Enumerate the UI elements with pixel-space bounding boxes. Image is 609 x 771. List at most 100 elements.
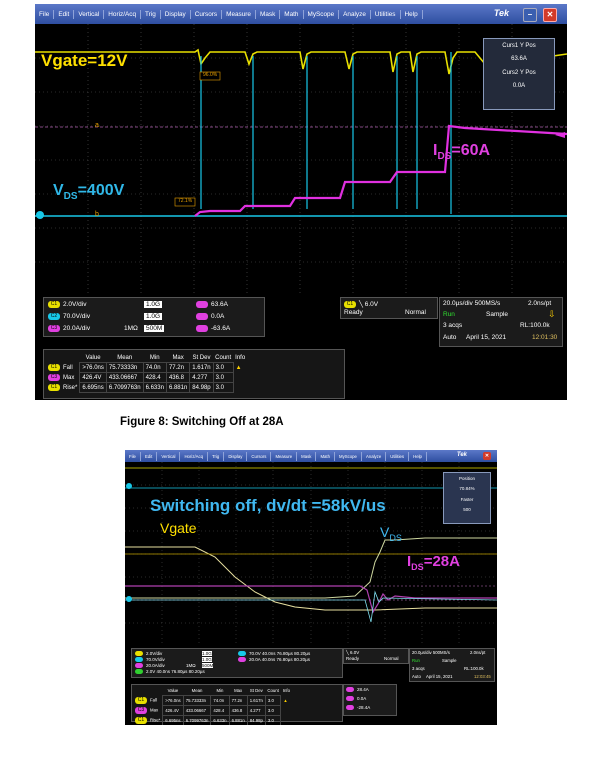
position-panel[interactable]: Position 70.84% Faster 500 [443,472,491,524]
menu-item-help[interactable]: Help [409,451,427,461]
ch1-bw: 1.0G [202,651,212,656]
table-cell [281,706,292,716]
time: 12:01:30 [532,334,558,341]
close-button[interactable]: ✕ [543,8,557,22]
table-cell: >76.0ns [162,695,184,706]
menu-item-cursors[interactable]: Cursors [247,451,272,461]
menu-item-file[interactable]: File [125,451,141,461]
table-cell: 3.0 [212,362,234,373]
cursor-readout-box[interactable]: Curs1 Y Pos 63.6A Curs2 Y Pos 0.0A [483,38,555,110]
table-row[interactable]: C3 Max 426.4V 433.06667 428.4 436.8 4.277 3.0 [133,705,292,716]
table-cell: 3.0 [212,382,234,393]
menu-item-edit[interactable]: Edit [54,9,75,19]
trigger-state: Ready [344,309,363,316]
channel-panel[interactable]: C1 2.0V/div C2 70.0V/div C3 20.0A/div 1.0G … [43,297,265,337]
measurement-panel[interactable]: Value Mean Min Max St Dev Count Info C1 Fall >76.… [131,684,343,725]
menu-item-edit[interactable]: Edit [141,451,158,461]
points-per-ns: 2.0ns/pt [528,300,552,307]
menu-bar: File Edit Vertical Horiz/Acq Trig Display Curs… [35,4,567,24]
acquisition-panel[interactable]: 20.0µs/div 500MS/s 2.0ns/pt Run Sample ⇩… [439,297,563,347]
menu-item-vertical[interactable]: Vertical [74,9,105,19]
vgate-annotation: Vgate [160,520,197,536]
table-header [46,353,80,363]
acquisition-panel[interactable]: 20.0µs/div 500MS/s 2.0ns/pt Run Sample 3… [409,648,495,682]
ids-subscript: DS [411,562,424,572]
faster-label: Faster [460,497,474,502]
menu-item-measure[interactable]: Measure [222,9,256,19]
trigger-auto: Auto [412,674,421,679]
table-header: Mean [191,688,203,693]
menu-item-math[interactable]: Math [316,451,336,461]
menu-item-trig[interactable]: Trig [141,9,161,19]
ch2-ground-marker[interactable] [36,211,44,219]
close-button[interactable]: ✕ [483,452,491,460]
trigger-level: 6.0V [349,650,360,655]
time: 12:03:45 [474,674,491,679]
table-row[interactable]: C1 Rise* 6.695ns 6.7099763n 6.633n 6.881n 84.9… [46,382,247,393]
menu-item-cursors[interactable]: Cursors [191,9,223,19]
table-row[interactable]: C1 Fall >76.0ns 75.73333n 74.0n 77.2n 1.617n 3.… [133,695,292,706]
table-header: Max [234,688,243,693]
table-cell: 1.617n [246,695,266,706]
table-cell: 6.633n [142,382,167,393]
ids-value: =28A [423,553,460,570]
position-value: 70.84% [459,486,475,491]
menu-item-file[interactable]: File [35,9,55,19]
table-cell: 3.0 [264,715,282,725]
sample-rate: 500MS/s [432,650,450,655]
table-row[interactable]: C1 Rise* 6.695ns 6.7099763n 6.633n 6.881n 84.9… [133,715,292,725]
channel-panel[interactable]: 2.0V/div 70.0V/div 20.0A/div 2.0V 40.0ns… [131,648,343,678]
ch3-impedance: 1MΩ [124,325,138,332]
ch2-scale: 70.0V/div [135,657,165,663]
ch2-bw: 1.0G [202,657,212,662]
sample-rate: 500MS/s [474,300,501,307]
menu-item-analyze[interactable]: Analyze [339,9,371,19]
vgate-annotation: Vgate=12V [41,51,128,70]
menu-item-utilities[interactable]: Utilities [386,451,410,461]
trigger-panel[interactable]: ╲ 6.0V Ready Normal [343,648,409,664]
ch-marker[interactable] [126,483,132,489]
menu-item-display[interactable]: Display [161,9,191,19]
cursor-readout-2: 0.0A [346,696,366,702]
minimize-button[interactable]: – [523,8,537,22]
menu-item-mask[interactable]: Mask [297,451,317,461]
curs2-value: 0.0A [512,83,526,89]
menu-item-vertical[interactable]: Vertical [157,451,181,461]
brand-label: Tek [493,8,509,18]
menu-item-mask[interactable]: Mask [256,9,281,19]
scope-screenshot-2: File Edit Vertical Horiz/Acq Trig Display Curs… [125,450,497,725]
menu-item-myscope[interactable]: MyScope [335,451,362,461]
menu-item-utilities[interactable]: Utilities [371,9,401,19]
trigger-mode: Normal [384,656,399,661]
trigger-panel[interactable]: C1 ╲ 6.0V Ready Normal [340,297,438,319]
menu-item-trig[interactable]: Trig [208,451,225,461]
table-row[interactable]: C1 Fall >76.0ns 75.73333n 74.0n 77.2n 1.617n 3.… [46,362,247,373]
table-header: St Dev [249,688,263,693]
menu-item-horizacq[interactable]: Horiz/Acq [104,9,141,19]
ch-marker[interactable] [126,596,132,602]
table-cell: 74.0n [210,695,230,706]
table-row[interactable]: C3 Max 426.4V 433.06667 428.4 436.8 4.277 3.0 [46,372,247,383]
acq-count: 3 acqs [412,666,425,671]
cursor-a-marker[interactable]: a [95,122,99,129]
menu-item-analyze[interactable]: Analyze [362,451,387,461]
ch2-scale: 70.0V/div [63,313,91,321]
menu-item-measure[interactable]: Measure [271,451,298,461]
table-cell: 428.4 [210,705,230,716]
timebase: 20.0µs/div [443,300,473,307]
cursor-readout-1: 63.6A [196,301,228,308]
table-header: Min [149,354,160,361]
waveform-area [125,462,497,646]
menu-item-help[interactable]: Help [401,9,423,19]
table-cell: 6.695ns [79,382,107,393]
menu-item-myscope[interactable]: MyScope [304,9,340,19]
scope-screenshot-1: File Edit Vertical Horiz/Acq Trig Display Curs… [35,4,567,400]
table-header: Info [235,354,246,361]
menu-item-display[interactable]: Display [224,451,248,461]
measurement-panel[interactable]: Value Mean Min Max St Dev Count Info C1 Fall >76.… [43,349,345,399]
table-cell: 84.98p [246,715,266,725]
menu-item-math[interactable]: Math [280,9,304,19]
cursor-b-marker[interactable]: b [95,211,99,218]
menu-item-horizacq[interactable]: Horiz/Acq [180,451,209,461]
cursor-readout-3: -28.4A [346,705,370,711]
